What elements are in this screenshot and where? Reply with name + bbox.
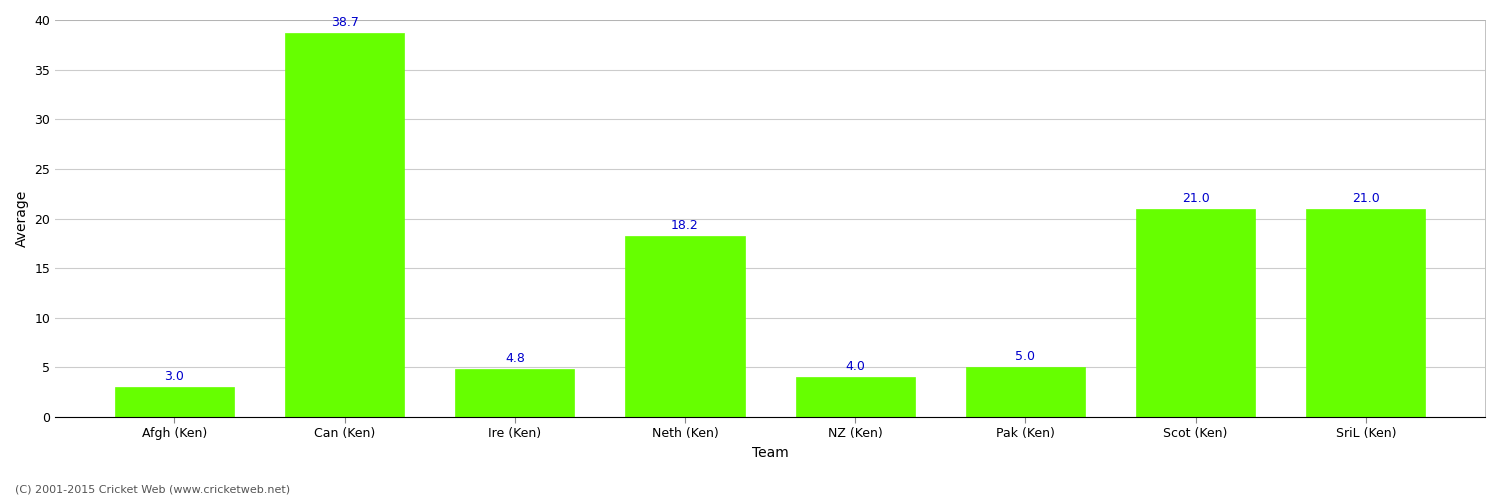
Text: 38.7: 38.7 [330, 16, 358, 29]
Bar [795, 378, 915, 417]
Bar [1136, 208, 1256, 417]
Bar [626, 236, 744, 417]
Text: 21.0: 21.0 [1182, 192, 1209, 204]
Text: (C) 2001-2015 Cricket Web (www.cricketweb.net): (C) 2001-2015 Cricket Web (www.cricketwe… [15, 485, 290, 495]
Y-axis label: Average: Average [15, 190, 28, 247]
Bar [285, 33, 404, 417]
Text: 4.0: 4.0 [846, 360, 865, 374]
Text: 5.0: 5.0 [1016, 350, 1035, 364]
Text: 3.0: 3.0 [165, 370, 184, 384]
Text: 4.8: 4.8 [506, 352, 525, 366]
Text: 18.2: 18.2 [670, 220, 699, 232]
Text: 21.0: 21.0 [1352, 192, 1380, 204]
X-axis label: Team: Team [752, 446, 789, 460]
Bar [116, 388, 234, 417]
Bar [1306, 208, 1425, 417]
Bar [456, 370, 574, 417]
Bar [966, 368, 1084, 417]
